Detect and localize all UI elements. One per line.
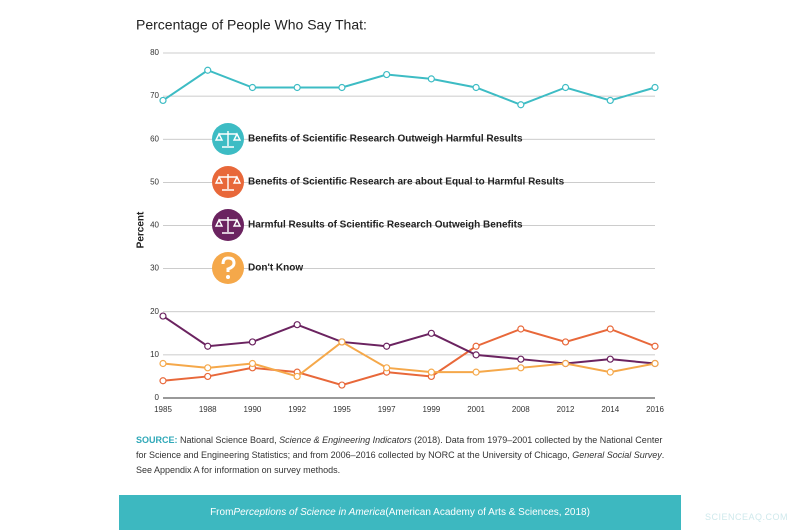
y-tick-label: 60	[150, 134, 159, 143]
data-point	[517, 355, 525, 363]
data-point	[517, 325, 525, 333]
data-point	[159, 96, 167, 105]
data-point	[204, 364, 212, 372]
x-tick-label: 2001	[467, 405, 485, 414]
legend-item: Harmful Results of Scientific Research O…	[212, 209, 523, 241]
y-tick-label: 40	[150, 221, 159, 230]
data-point	[248, 338, 257, 346]
x-tick-label: 1990	[244, 405, 262, 414]
data-point	[651, 359, 659, 368]
text-part: National Science Board,	[177, 435, 280, 445]
chart-title: Percentage of People Who Say That:	[136, 17, 367, 33]
data-point	[383, 70, 391, 79]
data-point	[204, 342, 212, 350]
question-glyph	[221, 256, 236, 272]
series-line	[162, 315, 656, 365]
data-point	[427, 329, 435, 337]
x-tick-label: 1985	[154, 405, 172, 414]
text-part: From	[210, 507, 234, 518]
legend-label: Benefits of Scientific Research are abou…	[248, 177, 565, 188]
data-point	[338, 381, 346, 389]
series-line	[162, 340, 656, 378]
watermark: SCIENCEAQ.COM	[704, 512, 788, 522]
text-part: (2018). Data from 1979–2001 collected by…	[136, 435, 663, 460]
scale-glyph	[214, 217, 242, 234]
data-point	[472, 342, 480, 350]
x-tick-label: 1992	[288, 405, 306, 414]
data-point	[651, 342, 659, 350]
text-part: Science & Engineering Indicators	[279, 435, 412, 445]
source-label: SOURCE:	[136, 435, 178, 445]
data-point	[606, 96, 614, 105]
legend-item: Don't Know	[212, 252, 303, 284]
text-part: . See Appendix A for information on surv…	[136, 450, 665, 475]
legend-label: Don't Know	[248, 263, 303, 274]
x-tick-label: 1988	[199, 405, 217, 414]
data-point	[293, 83, 301, 92]
y-tick-label: 70	[150, 91, 159, 100]
y-tick-label: 10	[150, 350, 159, 359]
data-point	[159, 312, 167, 320]
data-point	[159, 359, 167, 368]
data-point	[427, 75, 435, 83]
data-point	[383, 364, 391, 372]
data-point	[472, 368, 480, 376]
data-point	[606, 325, 614, 333]
y-tick-label: 20	[150, 307, 159, 316]
data-point	[561, 338, 570, 346]
question-dot	[226, 275, 230, 279]
data-point	[293, 372, 301, 381]
y-tick-label: 0	[155, 393, 160, 402]
data-point	[472, 351, 480, 359]
data-point	[338, 338, 346, 346]
text-part: General Social Survey	[572, 450, 662, 460]
legend-label: Harmful Results of Scientific Research O…	[248, 220, 523, 231]
data-point	[204, 372, 212, 381]
data-point	[159, 377, 167, 385]
text-part: (American Academy of Arts & Sciences, 20…	[385, 507, 590, 518]
data-point	[427, 368, 435, 376]
y-tick-label: 50	[150, 177, 159, 186]
x-tick-label: 1999	[422, 405, 440, 414]
chart: Percentage of People Who Say That: Perce…	[136, 17, 665, 414]
legend-item: Benefits of Scientific Research Outweigh…	[212, 123, 523, 155]
data-point	[561, 359, 570, 368]
data-point	[204, 66, 212, 74]
series-line	[162, 327, 656, 387]
data-point	[606, 368, 614, 376]
scale-glyph	[214, 174, 242, 191]
legend-item: Benefits of Scientific Research are abou…	[212, 166, 565, 198]
x-tick-label: 2014	[601, 405, 619, 414]
x-tick-label: 1997	[378, 405, 396, 414]
data-point	[338, 83, 346, 92]
source: SOURCE: National Science Board, Science …	[136, 433, 666, 478]
legend-label: Benefits of Scientific Research Outweigh…	[248, 134, 523, 145]
footer: From Perceptions of Science in America (…	[119, 495, 681, 530]
data-point	[517, 101, 525, 109]
series-line	[162, 69, 656, 106]
data-point	[561, 83, 570, 92]
text-part: Perceptions of Science in America	[233, 507, 386, 518]
data-point	[248, 83, 257, 92]
data-point	[651, 83, 659, 92]
data-point	[293, 321, 301, 329]
x-tick-label: 2008	[512, 405, 530, 414]
data-point	[606, 355, 614, 363]
x-tick-label: 2016	[646, 405, 664, 414]
x-tick-label: 1995	[333, 405, 351, 414]
data-point	[248, 359, 257, 368]
data-point	[383, 342, 391, 350]
data-point	[517, 364, 525, 372]
scale-glyph	[214, 131, 242, 148]
x-tick-label: 2012	[557, 405, 575, 414]
y-axis-label: Percent	[136, 211, 147, 248]
data-point	[472, 83, 480, 92]
y-tick-label: 80	[150, 48, 159, 57]
y-tick-label: 30	[150, 264, 159, 273]
